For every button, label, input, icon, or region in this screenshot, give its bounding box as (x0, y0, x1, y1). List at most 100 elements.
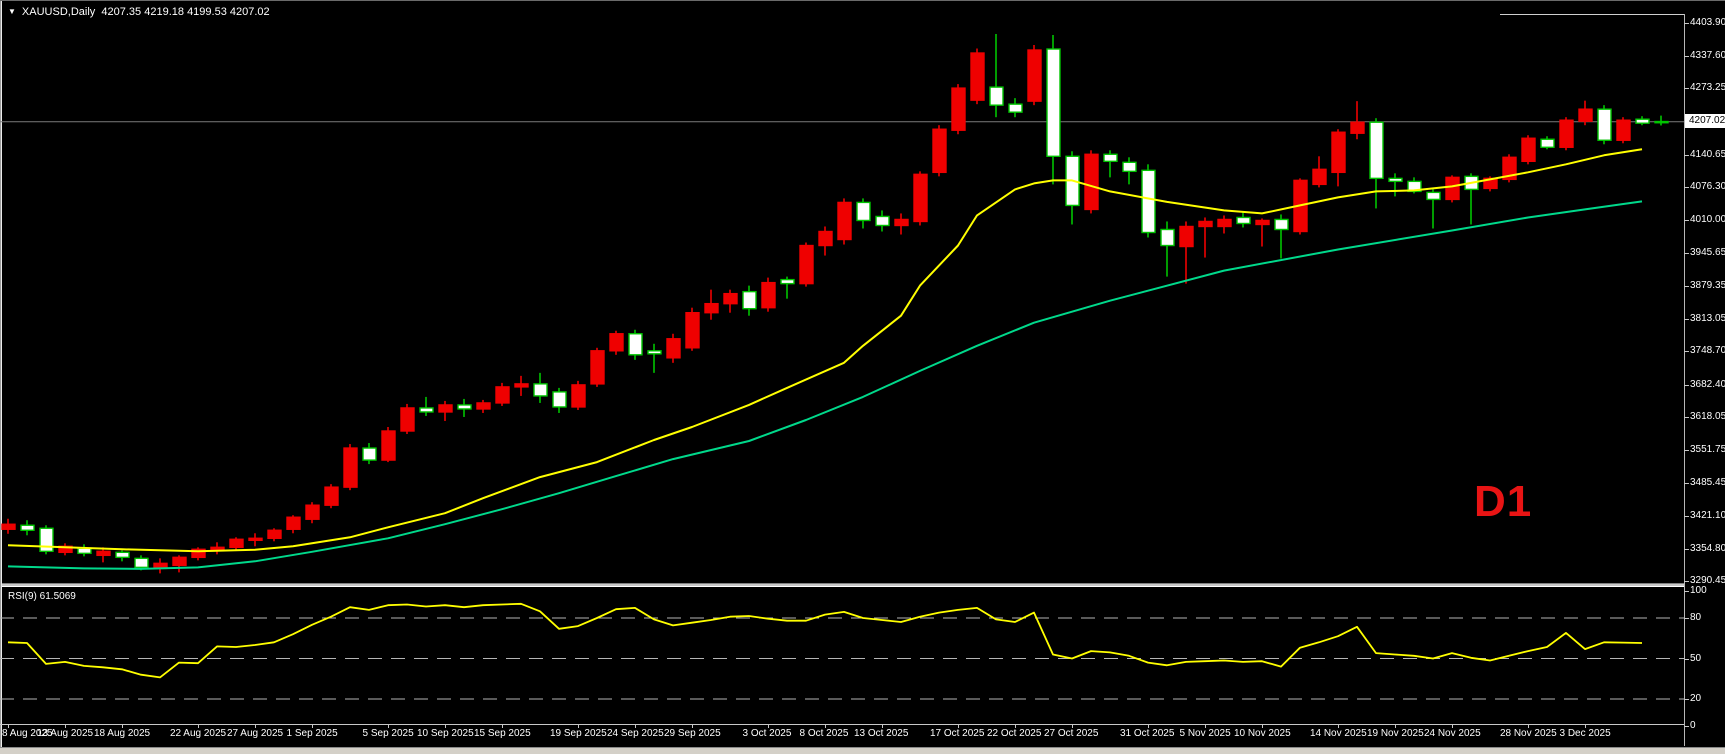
price-tick (1684, 416, 1689, 418)
date-tick (445, 724, 446, 728)
price-tick (1684, 23, 1689, 24)
candle-body-23 Sep (609, 333, 624, 352)
candle-body-16 Sep (514, 383, 529, 388)
date-label: 14 Nov 2025 (1309, 728, 1367, 739)
price-tick (1684, 450, 1689, 452)
rsi-indicator-panel[interactable] (0, 586, 1684, 724)
candle-body-8 Aug (1, 523, 16, 530)
symbol-period-label: XAUUSD,Daily (21, 6, 96, 18)
rsi-axis-label: 100 (1690, 585, 1707, 596)
low-value: 4199.53 (187, 6, 227, 18)
rsi-tick (1684, 658, 1689, 660)
main-price-chart[interactable] (0, 1, 1684, 583)
date-tick (1338, 724, 1339, 728)
price-tick (1684, 252, 1689, 254)
candle-body-19 Nov (1388, 177, 1403, 183)
date-tick (312, 724, 313, 728)
date-tick (388, 724, 389, 728)
horizontal-scrollbar[interactable] (0, 747, 1725, 754)
date-tick (65, 724, 66, 728)
candle-body-23 Oct (1027, 49, 1042, 102)
date-label: 28 Nov 2025 (1499, 728, 1557, 739)
date-label: 19 Sep 2025 (549, 728, 607, 739)
candle-body-8 Sep (400, 407, 415, 432)
candle-body-20 Nov (1407, 180, 1422, 193)
price-label: 3354.80 (1690, 542, 1725, 554)
current-price-badge: 4207.02 (1685, 114, 1725, 128)
date-tick (825, 724, 826, 728)
candle-body-15 Sep (495, 386, 510, 404)
price-scale-top-border (1500, 14, 1684, 15)
date-tick (122, 724, 123, 728)
price-tick (1684, 220, 1689, 222)
candle-body-14 Oct (894, 218, 909, 227)
date-tick (578, 724, 579, 728)
candle-body-2 Dec (1559, 119, 1574, 148)
price-tick (1684, 515, 1689, 517)
price-label: 3618.05 (1690, 410, 1725, 422)
date-tick (1452, 724, 1453, 728)
price-tick (1684, 548, 1689, 550)
date-label: 3 Oct 2025 (742, 728, 792, 739)
date-label: 1 Sep 2025 (286, 728, 338, 739)
price-label: 4337.60 (1690, 50, 1725, 62)
date-label: 10 Nov 2025 (1233, 728, 1291, 739)
candle-body-5 Dec (1616, 119, 1631, 141)
candle-body-10 Nov (1255, 219, 1270, 226)
open-value: 4207.35 (101, 6, 142, 18)
candle-body-27 Aug (248, 537, 263, 541)
price-label: 3945.65 (1690, 246, 1725, 258)
price-tick (1684, 88, 1689, 90)
candle-body-31 Oct (1141, 169, 1156, 234)
candle-body-30 Sep (704, 302, 719, 314)
price-tick (1684, 351, 1689, 353)
date-tick (502, 724, 503, 728)
candle-body-27 Nov (1502, 156, 1517, 181)
candle-body-16 Oct (932, 128, 947, 174)
date-tick (1528, 724, 1529, 728)
ohlc-info-bar: ▼ XAUUSD,Daily 4207.35 4219.18 4199.53 42… (8, 6, 270, 18)
price-tick (1684, 187, 1689, 189)
candle-body-13 Oct (875, 215, 890, 227)
candle-body-4 Nov (1179, 225, 1194, 248)
candle-body-7 Oct (799, 244, 814, 285)
rsi-tick (1684, 591, 1689, 592)
price-axis-line[interactable] (1684, 14, 1685, 746)
price-label: 4273.25 (1690, 82, 1725, 94)
date-tick (958, 724, 959, 728)
date-label: 13 Oct 2025 (853, 728, 909, 739)
candle-body-24 Oct (1046, 48, 1061, 157)
rsi-tick (1684, 618, 1689, 619)
candle-body-19 Sep (571, 384, 586, 408)
date-label: 17 Oct 2025 (929, 728, 985, 739)
panel-splitter[interactable] (2, 583, 1684, 584)
date-label: 5 Sep 2025 (362, 728, 414, 739)
date-label: 22 Aug 2025 (169, 728, 227, 739)
date-label: 31 Oct 2025 (1119, 728, 1175, 739)
candle-body-1 Sep (305, 504, 320, 520)
time-axis-line[interactable] (0, 724, 1684, 725)
date-tick (692, 724, 693, 728)
close-value: 4207.02 (229, 6, 270, 18)
price-tick (1684, 56, 1689, 58)
price-label: 3551.75 (1690, 444, 1725, 456)
candle-body-6 Oct (780, 278, 795, 285)
price-label: 3879.35 (1690, 279, 1725, 291)
candle-body-9 Oct (837, 201, 852, 241)
high-value: 4219.18 (144, 6, 184, 18)
date-tick (1205, 724, 1206, 728)
date-label: 13 Aug 2025 (36, 728, 94, 739)
price-label: 3682.40 (1690, 378, 1725, 390)
candle-body-1 Dec (1540, 138, 1555, 148)
date-label: 22 Oct 2025 (986, 728, 1042, 739)
date-label: 5 Nov 2025 (1179, 728, 1231, 739)
candle-body-3 Nov (1160, 228, 1175, 247)
candle-body-3 Oct (761, 281, 776, 309)
price-tick (1684, 384, 1689, 386)
candle-body-29 Oct (1103, 153, 1118, 163)
candle-body-22 Oct (1008, 103, 1023, 113)
candle-body-26 Sep (666, 338, 681, 359)
candle-body-3 Dec (1578, 108, 1593, 122)
symbol-dropdown-icon[interactable]: ▼ (8, 7, 16, 16)
candle-body-18 Nov (1369, 121, 1384, 180)
